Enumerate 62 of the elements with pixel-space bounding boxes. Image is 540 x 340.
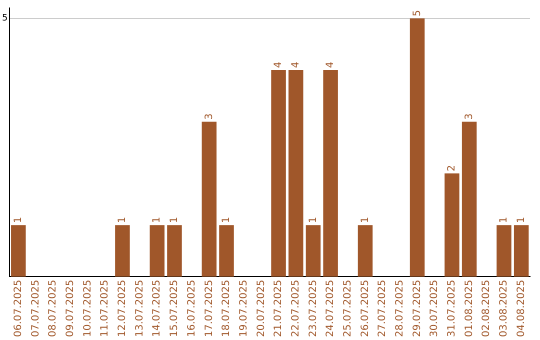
x-tick-label: 11.07.2025: [100, 280, 111, 338]
bar: [150, 225, 165, 277]
x-tick-label: 09.07.2025: [65, 280, 76, 338]
x-tick-label: 19.07.2025: [238, 280, 250, 338]
x-tick-label: 10.07.2025: [82, 280, 94, 338]
x-tick-label: 18.07.2025: [221, 280, 232, 338]
data-label: 1: [169, 216, 180, 224]
x-tick-label: 25.07.2025: [342, 280, 354, 338]
x-tick-label: 22.07.2025: [290, 280, 302, 338]
x-tick-label: 30.07.2025: [429, 280, 440, 338]
x-tick-label: 21.07.2025: [273, 280, 284, 338]
data-label: 1: [152, 216, 163, 224]
bar: [323, 70, 338, 277]
data-label: 1: [117, 216, 128, 224]
data-label: 1: [516, 216, 527, 224]
bar: [219, 225, 234, 277]
x-tick-label: 29.07.2025: [412, 280, 423, 338]
bar: [115, 225, 130, 277]
x-tick-label: 23.07.2025: [308, 280, 319, 338]
data-label: 4: [290, 62, 302, 68]
x-tick-label: 28.07.2025: [394, 280, 406, 338]
data-label: 4: [273, 62, 284, 68]
x-tick-label: 13.07.2025: [134, 280, 146, 338]
bar: [410, 18, 425, 277]
bar: [514, 225, 529, 277]
bar: [288, 70, 304, 277]
x-tick-label: 16.07.2025: [186, 280, 198, 338]
x-tick-label: 26.07.2025: [360, 280, 371, 338]
data-label: 1: [221, 216, 232, 224]
bar: [462, 122, 477, 277]
data-label: 1: [498, 216, 510, 224]
x-tick-label: 31.07.2025: [446, 280, 458, 338]
x-tick-label: 15.07.2025: [169, 280, 180, 338]
x-tick-label: 01.08.2025: [464, 280, 475, 338]
x-tick-label: 24.07.2025: [325, 280, 336, 338]
bar: [496, 225, 512, 277]
bar: [271, 70, 286, 277]
x-tick-label: 06.07.2025: [12, 280, 24, 338]
x-tick-label: 02.08.2025: [481, 280, 492, 338]
data-label: 1: [360, 216, 371, 224]
data-label: 2: [446, 165, 458, 172]
data-label: 4: [325, 62, 336, 68]
bar: [11, 225, 26, 277]
bar: [358, 225, 373, 277]
data-label: 1: [12, 216, 24, 224]
x-tick-label: 14.07.2025: [152, 280, 163, 338]
x-tick-label: 27.07.2025: [377, 280, 388, 338]
bar: [167, 225, 182, 277]
x-tick-label: 17.07.2025: [204, 280, 215, 338]
x-tick-label: 03.08.2025: [498, 280, 510, 338]
data-label: 1: [308, 216, 319, 224]
bar: [444, 173, 460, 277]
x-tick-label: 12.07.2025: [117, 280, 128, 338]
bar: [306, 225, 321, 277]
data-label: 3: [464, 113, 475, 120]
x-tick-label: 04.08.2025: [516, 280, 527, 338]
x-tick-label: 08.07.2025: [48, 280, 59, 338]
data-label: 3: [204, 113, 215, 120]
data-label: 5: [412, 10, 423, 16]
x-tick-label: 07.07.2025: [30, 280, 42, 338]
bar: [202, 122, 217, 277]
x-tick-label: 20.07.2025: [256, 280, 267, 338]
